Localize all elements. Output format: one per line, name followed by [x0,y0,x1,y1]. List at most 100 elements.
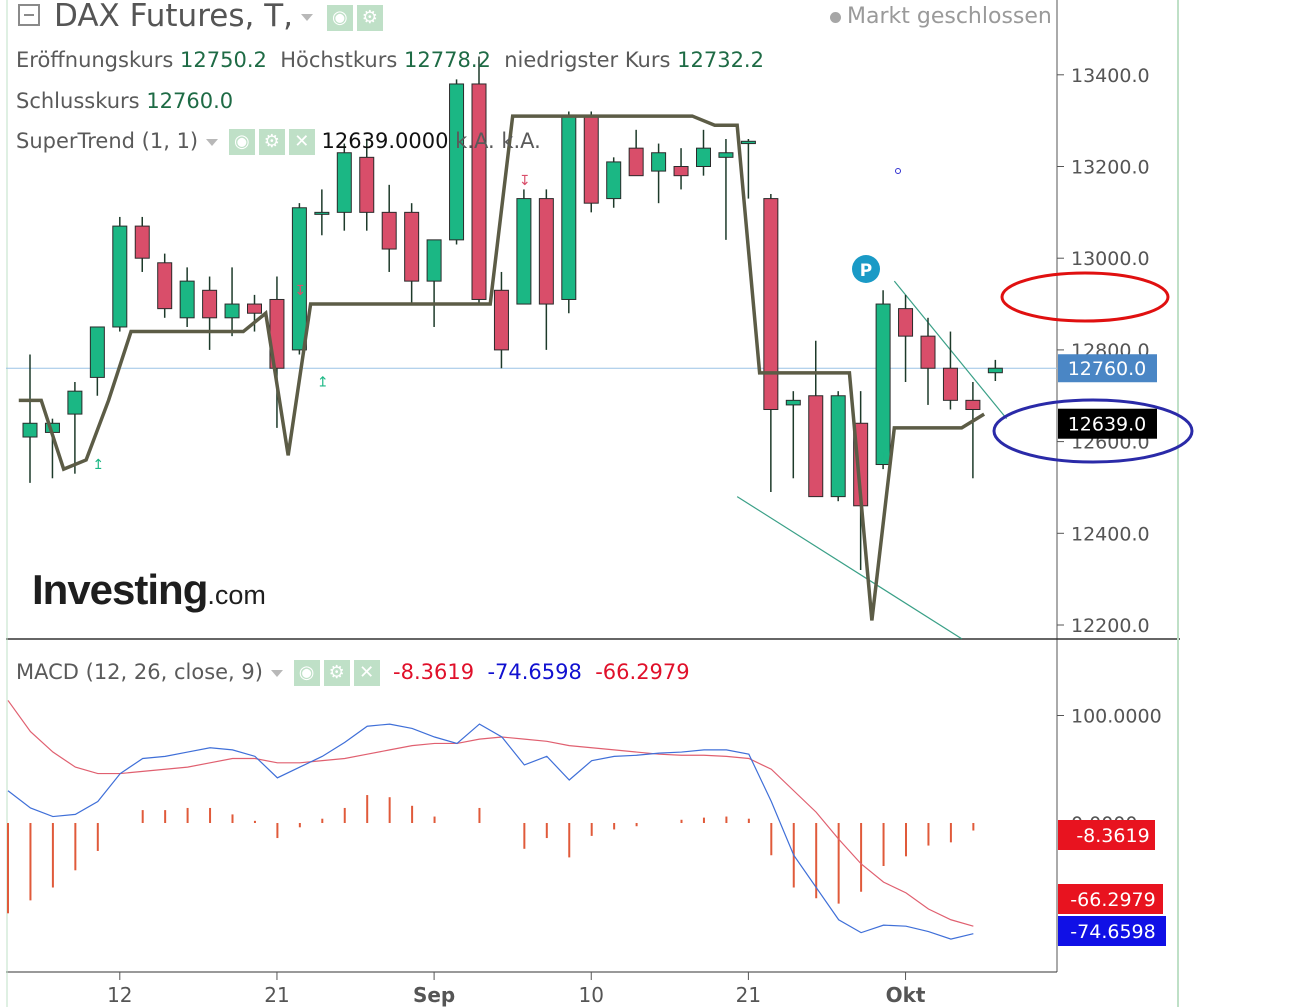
candle-body [718,152,734,158]
candle-body [651,152,667,172]
close-value: 12760.0 [146,89,234,113]
high-label: Höchstkurs [280,48,398,72]
supertrend-tag [1058,408,1157,439]
high-value: 12778.2 [404,48,491,72]
buy-arrow-icon: ↥ [317,375,329,391]
ohlc-legend: Eröffnungskurs 12750.2 Höchstkurs 12778.… [16,48,764,72]
open-label: Eröffnungskurs [16,48,174,72]
candle-body [583,115,599,204]
candle-body [426,239,442,282]
candle-body [516,198,532,305]
candle-body [247,303,262,314]
chevron-down-icon[interactable] [301,14,313,21]
signal-line [7,700,974,927]
candle-body [538,198,554,305]
gear-icon[interactable]: ⚙ [323,660,350,686]
y-tick-label: 13400.0 [1071,65,1150,87]
macd-line [7,723,974,940]
red-ellipse-annotation [1000,271,1170,323]
y-tick-label: 12200.0 [1071,615,1150,637]
supertrend-value: 12639.0000 [321,129,449,153]
gear-icon[interactable]: ⚙ [258,129,285,155]
candle-body [134,225,150,259]
macd-value-3: -66.2979 [595,660,690,684]
supertrend-line [18,114,986,621]
chevron-down-icon[interactable] [270,669,283,677]
x-tick-label: Sep [413,983,455,1007]
candle-body [808,395,824,498]
chevron-down-icon[interactable] [206,138,219,146]
candle-body [336,152,352,213]
candle-body [404,211,420,282]
candle-body [314,211,330,215]
macd-value-tag-label: -66.2979 [1070,889,1155,911]
candle-body [291,207,307,351]
candle-body [898,308,914,337]
candle-body [830,395,846,498]
macd-value-1: -8.3619 [393,660,475,684]
candle-body [763,198,779,411]
supertrend-legend: SuperTrend (1, 1) ◉ ⚙ ✕ 12639.0000 k.A. k.… [16,129,541,155]
candle-body [987,367,1003,374]
y-tick-label: 13200.0 [1071,157,1150,179]
macd-value-tag [1058,916,1166,946]
candle-body [696,147,711,168]
pivot-marker-icon [852,255,880,283]
close-icon[interactable]: ✕ [353,660,380,686]
buy-arrow-icon: ↥ [878,448,890,464]
macd-label: MACD (12, 26, close, 9) [16,660,263,684]
candle-body [224,303,240,319]
pivot-marker-label: P [860,261,872,281]
candle-body [471,83,487,300]
eye-icon[interactable]: ◉ [326,4,353,31]
macd-value-tag-label: -74.6598 [1070,921,1155,943]
candle-body [875,303,891,466]
trendline-lower [736,496,962,640]
candle-body [157,262,173,310]
eye-icon[interactable]: ◉ [293,660,320,686]
candle-body [606,161,622,200]
supertrend-tag-label: 12639.0 [1068,414,1147,436]
low-value: 12732.2 [677,48,764,72]
candle-body [740,140,756,145]
macd-value-tag-label: -8.3619 [1076,825,1149,847]
eye-icon[interactable]: ◉ [228,129,255,155]
supertrend-na-1: k.A. [455,129,495,153]
sell-arrow-icon: ↧ [519,173,531,189]
supertrend-label: SuperTrend (1, 1) [16,129,199,153]
status-dot-icon [830,11,841,23]
candle-body [673,166,689,177]
x-tick-label: 12 [107,983,132,1007]
current-price-tag [1058,354,1157,383]
x-tick-label: 21 [736,983,761,1007]
candle-body [359,156,375,213]
candle-body [920,335,936,369]
candle-body [202,289,218,319]
macd-value-tag [1058,884,1163,914]
candle-body [561,115,577,300]
candle-body [381,211,397,250]
y-tick-label: 13000.0 [1071,248,1150,270]
candle-body [22,422,38,438]
candle-body [942,367,958,401]
gear-icon[interactable]: ⚙ [356,4,383,31]
candle-body [112,225,128,328]
close-legend: Schlusskurs 12760.0 [16,89,233,113]
close-label: Schlusskurs [16,89,140,113]
market-status: Markt geschlossen [830,4,1052,29]
collapse-toggle-icon[interactable] [18,4,40,26]
x-tick-label: 21 [264,983,289,1007]
sell-arrow-icon: ↧ [294,283,306,299]
supertrend-na-2: k.A. [501,129,541,153]
macd-legend: MACD (12, 26, close, 9) ◉ ⚙ ✕ -8.3619 -74.… [16,660,690,686]
candle-body [179,280,195,319]
open-value: 12750.2 [180,48,267,72]
x-tick-label: Okt [886,983,926,1007]
blue-ellipse-annotation [992,398,1194,464]
close-icon[interactable]: ✕ [288,129,315,155]
macd-y-tick-label: 100.0000 [1071,706,1162,728]
candle-body [965,399,981,411]
macd-value-tag [1058,820,1155,850]
small-dot-marker [895,168,901,174]
